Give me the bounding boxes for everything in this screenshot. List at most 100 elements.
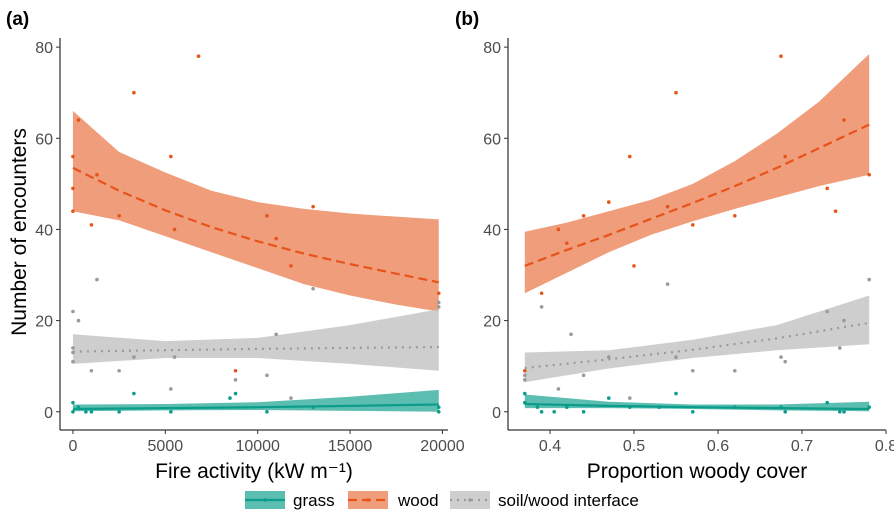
point-grass xyxy=(825,400,829,405)
fit-line-wood xyxy=(524,123,870,267)
point-soil-wood-interface xyxy=(825,309,829,314)
point-soil-wood-interface xyxy=(569,332,573,337)
y-tick-label: 60 xyxy=(483,131,501,148)
point-soil-wood-interface xyxy=(838,346,842,350)
point-soil-wood-interface xyxy=(436,305,441,309)
point-soil-wood-interface xyxy=(674,355,678,359)
point-soil-wood-interface xyxy=(265,373,269,378)
point-wood xyxy=(172,227,177,232)
legend-key-point xyxy=(468,498,472,502)
x-tick-label: 0.7 xyxy=(791,438,813,455)
point-grass xyxy=(838,409,842,414)
point-wood xyxy=(628,154,632,159)
point-soil-wood-interface xyxy=(89,368,94,373)
point-grass xyxy=(552,409,556,414)
legend-key-point xyxy=(263,498,267,502)
point-soil-wood-interface xyxy=(556,387,561,391)
point-wood xyxy=(289,264,293,268)
y-tick-label: 80 xyxy=(35,40,53,57)
y-tick-label: 0 xyxy=(492,405,501,422)
point-grass xyxy=(71,409,75,414)
point-wood xyxy=(581,213,586,218)
point-soil-wood-interface xyxy=(733,368,737,373)
point-grass xyxy=(265,409,269,414)
point-soil-wood-interface xyxy=(233,378,238,382)
point-soil-wood-interface xyxy=(274,332,278,337)
point-wood xyxy=(674,90,678,95)
point-soil-wood-interface xyxy=(117,368,121,373)
point-soil-wood-interface xyxy=(783,359,787,364)
x-tick-label: 0.8 xyxy=(875,438,894,455)
point-soil-wood-interface xyxy=(607,355,611,359)
point-grass xyxy=(132,391,136,396)
point-wood xyxy=(71,209,75,214)
point-wood xyxy=(539,291,544,296)
point-wood xyxy=(71,154,75,159)
point-wood xyxy=(436,291,441,296)
y-tick-label: 60 xyxy=(35,131,53,148)
point-wood xyxy=(665,204,670,209)
point-grass xyxy=(607,396,611,400)
y-tick-label: 80 xyxy=(483,40,501,57)
point-wood xyxy=(89,223,94,227)
point-soil-wood-interface xyxy=(523,378,527,382)
point-soil-wood-interface xyxy=(71,346,75,350)
point-soil-wood-interface xyxy=(172,355,177,359)
point-grass xyxy=(535,405,540,410)
x-axis-title: Proportion woody cover xyxy=(587,460,808,483)
point-wood xyxy=(274,236,278,241)
point-grass xyxy=(84,409,88,414)
point-soil-wood-interface xyxy=(581,373,586,378)
legend-label: wood xyxy=(397,491,439,510)
point-wood xyxy=(842,118,846,122)
point-soil-wood-interface xyxy=(436,300,441,305)
point-wood xyxy=(265,213,269,218)
legend-label: soil/wood interface xyxy=(498,491,639,510)
legend: grass wood soil/wood interface xyxy=(245,491,639,510)
point-grass xyxy=(117,409,121,414)
point-soil-wood-interface xyxy=(779,355,783,359)
point-grass xyxy=(169,409,173,414)
point-wood xyxy=(117,213,121,218)
point-wood xyxy=(691,223,695,227)
point-grass xyxy=(842,409,846,414)
point-grass xyxy=(71,400,75,405)
point-soil-wood-interface xyxy=(311,286,315,291)
point-soil-wood-interface xyxy=(539,305,544,309)
panel-b: 0 20 40 60 80 0.4 0.5 0.6 0.7 0.8 Proportion woody… xyxy=(483,38,894,483)
panel-a-label: (a) xyxy=(6,9,29,30)
point-wood xyxy=(833,209,838,214)
point-wood xyxy=(783,154,787,159)
point-grass xyxy=(674,391,678,396)
point-grass xyxy=(89,409,94,414)
x-tick-label: 0.5 xyxy=(623,438,645,455)
point-soil-wood-interface xyxy=(71,359,75,364)
point-wood xyxy=(311,204,315,209)
y-tick-label: 20 xyxy=(35,314,53,331)
x-tick-label: 0.4 xyxy=(539,438,561,455)
point-grass xyxy=(783,409,787,414)
y-axis-title: Number of encounters xyxy=(8,128,31,336)
panel-b-label: (b) xyxy=(455,9,479,30)
y-tick-label: 40 xyxy=(35,222,53,239)
fit-line-grass xyxy=(524,402,870,411)
point-soil-wood-interface xyxy=(76,318,81,323)
point-grass xyxy=(228,396,232,400)
point-wood xyxy=(196,54,201,59)
point-soil-wood-interface xyxy=(665,282,670,286)
point-soil-wood-interface xyxy=(289,396,293,400)
point-grass xyxy=(539,409,544,414)
point-soil-wood-interface xyxy=(523,373,527,378)
point-wood xyxy=(779,54,783,59)
point-soil-wood-interface xyxy=(71,309,75,314)
point-wood xyxy=(76,118,81,122)
point-grass xyxy=(581,409,586,414)
point-wood xyxy=(556,227,561,232)
point-grass xyxy=(565,405,569,410)
panel-a: 0 20 40 60 80 0 5000 10000 15000 20000 Fire activi… xyxy=(35,38,465,483)
point-wood xyxy=(825,186,829,191)
y-tick-label: 40 xyxy=(483,222,501,239)
point-wood xyxy=(71,186,75,191)
point-soil-wood-interface xyxy=(842,318,846,323)
